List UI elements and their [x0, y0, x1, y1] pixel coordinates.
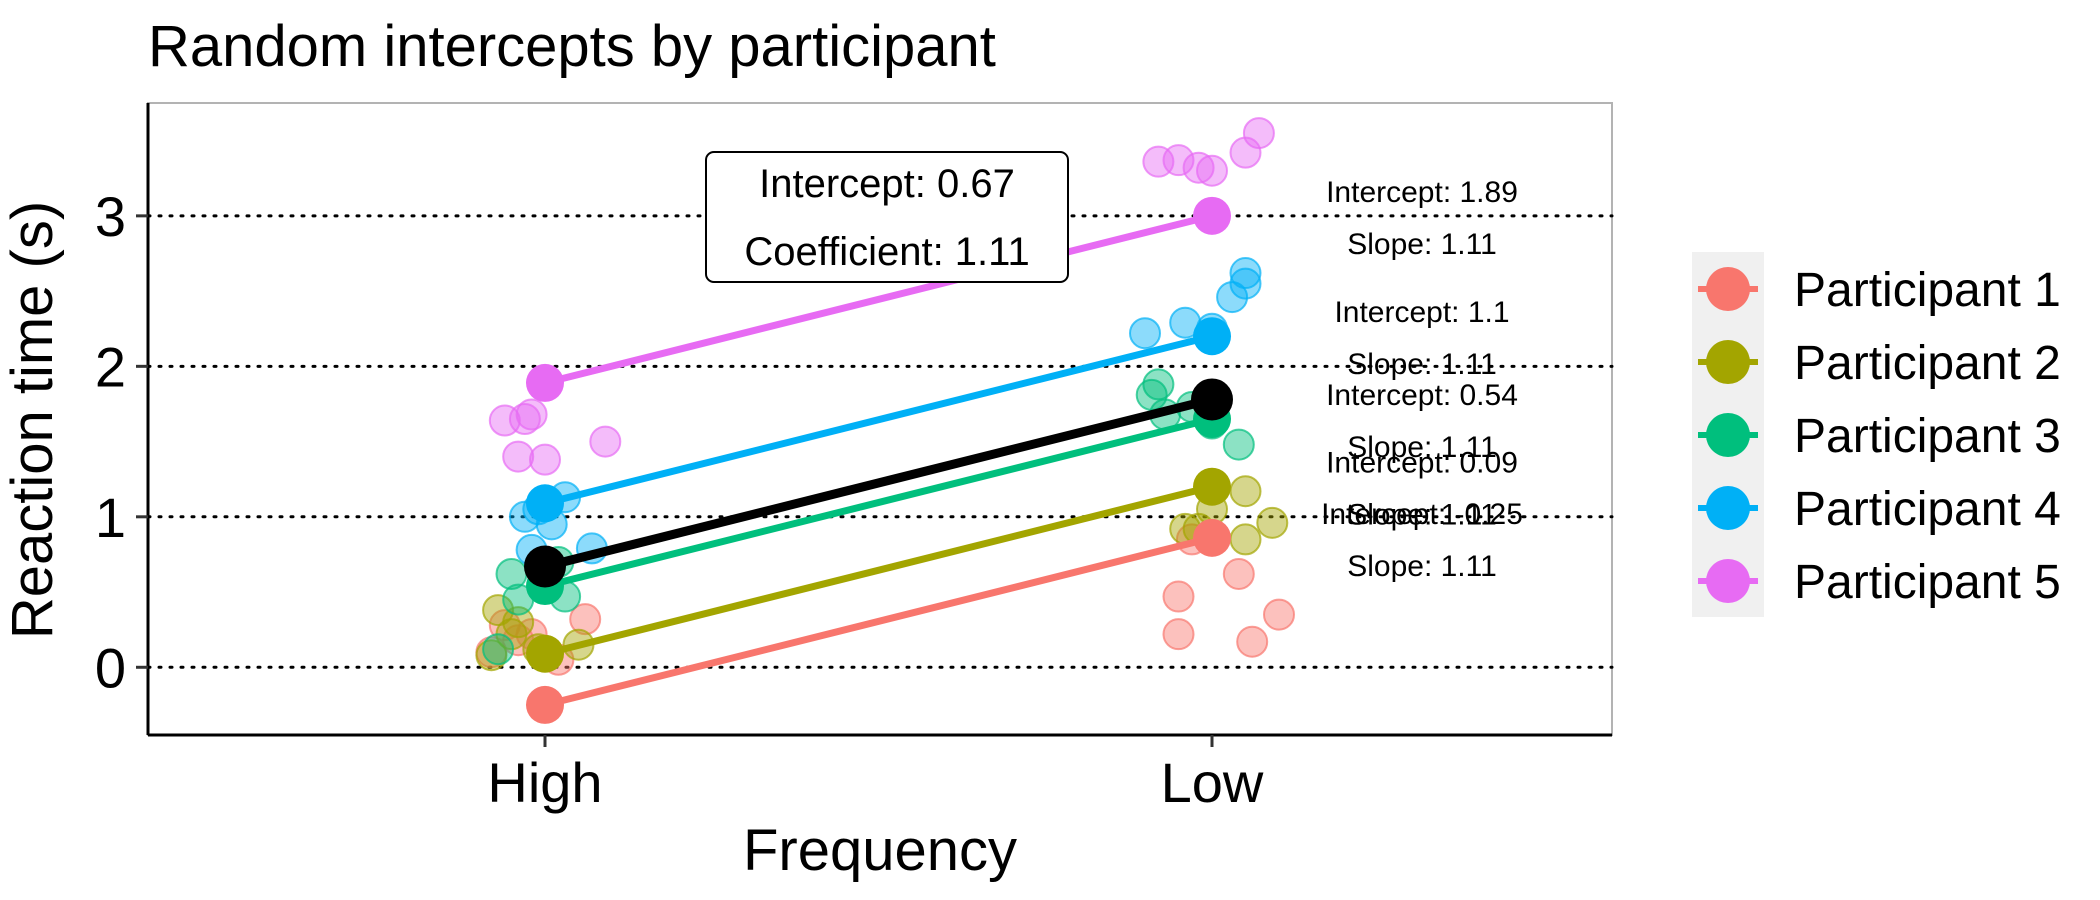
marker-participant-1-high [526, 685, 564, 724]
raw-point-participant-3-0 [482, 633, 515, 666]
raw-point-participant-4-6 [1129, 317, 1161, 350]
legend-label-participant-3: Participant 3 [1794, 410, 2061, 463]
line-participant-2 [544, 483, 1213, 658]
axes: 0 1 2 3 High Low [95, 103, 1612, 814]
raw-point-participant-2-5 [502, 606, 535, 639]
y-tick-label-2: 2 [95, 335, 126, 398]
fixed-effect-coefficient-label: Coefficient: 1.11 [744, 230, 1029, 274]
marker-participant-2-high [526, 634, 564, 673]
annotation-participant-2-slope: Slope: 1.11 [1347, 499, 1497, 532]
legend: Participant 1 Participant 2 Participant 3 P… [1692, 252, 2061, 617]
line-fixed-effect [543, 395, 1214, 571]
annotation-participant-3-intercept: Intercept: 0.54 [1326, 379, 1518, 412]
marker-participant-1-low [1193, 518, 1231, 557]
legend-label-participant-5: Participant 5 [1794, 556, 2061, 609]
raw-point-participant-4-10 [1229, 257, 1262, 290]
annotation-participant-4-slope: Slope: 1.11 [1347, 348, 1497, 381]
marker-fixed-effect-high [524, 545, 566, 588]
raw-point-participant-3-9 [1222, 428, 1255, 461]
raw-point-participant-2-9 [1256, 506, 1289, 539]
annotation-participant-1-intercept: Intercept: -0.25 [1321, 498, 1523, 531]
line-participant-3 [544, 415, 1213, 590]
marker-participant-5-high [526, 363, 564, 402]
marker-participant-4-high [526, 484, 564, 523]
raw-point-participant-1-7 [1162, 618, 1195, 651]
annotation-participant-5-slope: Slope: 1.11 [1347, 228, 1497, 261]
annotation-participant-3-slope: Slope: 1.11 [1347, 431, 1497, 464]
legend-marker-participant-5 [1706, 559, 1750, 603]
raw-point-participant-2-1 [482, 594, 515, 627]
marker-participant-2-low [1193, 467, 1231, 506]
raw-point-participant-5-4 [589, 425, 622, 458]
raw-point-participant-5-7 [1162, 144, 1195, 177]
raw-point-participant-1-3 [569, 603, 602, 636]
marker-participant-4-low [1193, 317, 1231, 356]
y-axis-title: Reaction time (s) [0, 201, 65, 639]
y-tick-label-0: 0 [95, 636, 126, 699]
series-markers [524, 196, 1233, 724]
chart-title: Random intercepts by participant [148, 14, 996, 79]
raw-point-participant-5-10 [1242, 117, 1275, 150]
line-participant-4 [544, 332, 1213, 507]
series-lines [544, 212, 1213, 709]
legend-marker-participant-1 [1706, 267, 1750, 311]
y-tick-label-3: 3 [95, 185, 126, 248]
line-participant-5 [544, 212, 1213, 387]
y-ticks: 0 1 2 3 [95, 185, 148, 699]
annotation-participant-1-slope: Slope: 1.11 [1347, 550, 1497, 583]
marker-participant-5-low [1193, 196, 1231, 235]
raw-point-participant-5-3 [529, 443, 561, 476]
marker-fixed-effect-low [1191, 378, 1233, 421]
raw-point-participant-1-6 [1162, 580, 1195, 613]
legend-marker-participant-4 [1706, 486, 1750, 530]
fixed-effect-intercept-label: Intercept: 0.67 [759, 162, 1015, 206]
raw-point-participant-5-8 [1182, 151, 1215, 184]
fixed-effect-box: Intercept: 0.67 Coefficient: 1.11 [705, 151, 1069, 283]
raw-point-participant-1-8 [1222, 557, 1255, 590]
raw-point-participant-5-1 [502, 440, 535, 473]
legend-label-participant-2: Participant 2 [1794, 337, 2061, 390]
line-participant-1 [544, 534, 1213, 709]
raw-point-participant-4-8 [1216, 281, 1249, 314]
raw-point-participant-2-8 [1229, 523, 1262, 556]
y-tick-label-1: 1 [95, 486, 126, 549]
x-ticks: High Low [487, 735, 1264, 814]
x-tick-label-high: High [487, 751, 602, 814]
legend-label-participant-4: Participant 4 [1794, 483, 2061, 536]
fixed-effect-box-frame [705, 151, 1069, 283]
legend-marker-participant-3 [1706, 413, 1750, 457]
x-axis-title: Frequency [743, 818, 1017, 883]
raw-point-participant-5-11 [1196, 154, 1228, 187]
legend-label-participant-1: Participant 1 [1794, 264, 2061, 317]
annotation-participant-5-intercept: Intercept: 1.89 [1326, 176, 1518, 209]
raw-point-participant-1-10 [1263, 598, 1295, 631]
raw-point-participant-4-9 [1229, 267, 1262, 300]
gridlines [146, 214, 1614, 669]
raw-point-participant-5-5 [508, 403, 541, 435]
raw-point-participant-3-7 [1142, 368, 1175, 401]
x-tick-label-low: Low [1161, 751, 1264, 814]
raw-point-participant-2-7 [1229, 475, 1262, 508]
annotation-participant-2-intercept: Intercept: 0.09 [1326, 447, 1518, 480]
annotation-participant-4-intercept: Intercept: 1.1 [1334, 296, 1509, 329]
legend-marker-participant-2 [1706, 340, 1750, 384]
raw-point-participant-1-9 [1236, 625, 1269, 658]
